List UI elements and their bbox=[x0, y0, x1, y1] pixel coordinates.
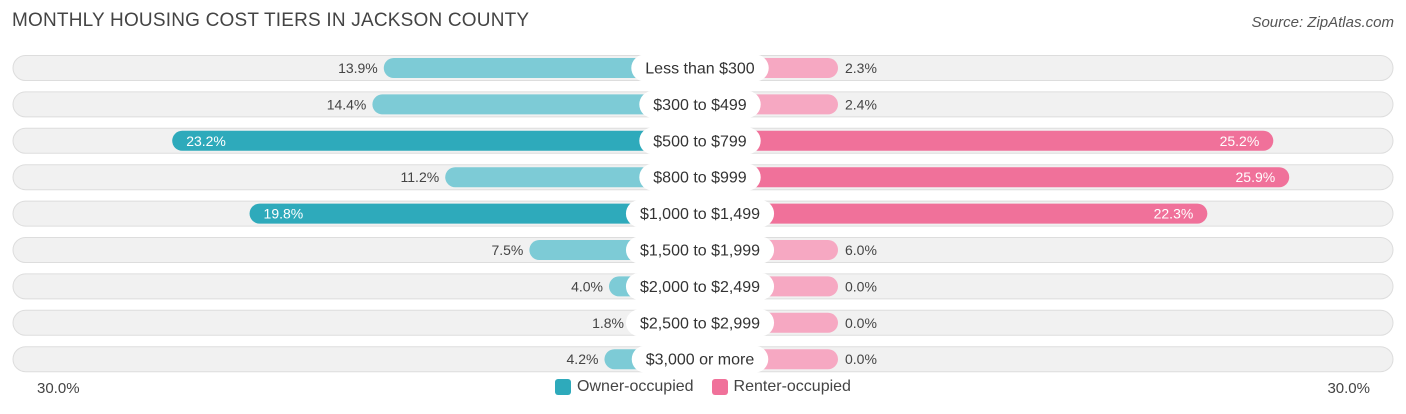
renter-bar bbox=[700, 167, 1290, 188]
chart-title: MONTHLY HOUSING COST TIERS IN JACKSON CO… bbox=[12, 10, 530, 31]
legend-item-owner: Owner-occupied bbox=[555, 378, 694, 396]
category-pill bbox=[639, 163, 761, 191]
renter-value-label: 2.3% bbox=[845, 60, 877, 76]
owner-bar bbox=[445, 167, 700, 188]
category-pill bbox=[639, 90, 761, 118]
owner-value-label: 13.9% bbox=[338, 60, 378, 76]
source-note: Source: ZipAtlas.com bbox=[1251, 14, 1394, 31]
owner-value-label: 11.2% bbox=[401, 169, 440, 185]
owner-value-label: 19.8% bbox=[264, 206, 304, 222]
chart-row: 4.0% 0.0% $2,000 to $2,499 bbox=[12, 272, 1394, 300]
category-pill bbox=[631, 54, 769, 82]
chart-row: 4.2% 0.0% $3,000 or more bbox=[12, 345, 1394, 373]
renter-bar bbox=[700, 203, 1208, 224]
chart-row: 1.8% 0.0% $2,500 to $2,999 bbox=[12, 309, 1394, 337]
renter-value-label: 25.9% bbox=[1236, 169, 1276, 185]
renter-value-label: 0.0% bbox=[845, 351, 877, 367]
owner-value-label: 1.8% bbox=[592, 315, 624, 331]
legend-item-renter: Renter-occupied bbox=[711, 378, 851, 396]
category-pill bbox=[625, 236, 775, 264]
category-label: $300 to $499 bbox=[653, 97, 747, 114]
category-pill bbox=[625, 200, 775, 228]
owner-value-label: 7.5% bbox=[491, 242, 523, 258]
renter-value-label: 22.3% bbox=[1154, 206, 1194, 222]
category-label: $2,000 to $2,499 bbox=[640, 279, 760, 296]
axis-max-label: 30.0% bbox=[1327, 380, 1370, 397]
renter-value-label: 6.0% bbox=[845, 242, 877, 258]
category-label: $3,000 or more bbox=[646, 352, 755, 369]
axis-min-label: 30.0% bbox=[37, 380, 80, 397]
renter-swatch bbox=[711, 379, 728, 395]
category-pill bbox=[625, 309, 775, 337]
legend: Owner-occupied Renter-occupied bbox=[0, 378, 1406, 396]
owner-value-label: 14.4% bbox=[327, 96, 367, 112]
category-label: $1,500 to $1,999 bbox=[640, 243, 760, 260]
owner-value-label: 4.2% bbox=[567, 351, 599, 367]
owner-bar bbox=[383, 58, 700, 78]
chart-row: 11.2% 25.9% $800 to $999 bbox=[12, 163, 1394, 191]
owner-bar bbox=[172, 130, 700, 151]
category-label: $500 to $799 bbox=[653, 133, 747, 150]
owner-bar bbox=[372, 94, 700, 115]
category-label: $1,000 to $1,499 bbox=[640, 206, 760, 223]
owner-bar bbox=[249, 203, 701, 224]
category-pill bbox=[625, 272, 775, 300]
chart-row: 13.9% 2.3% Less than $300 bbox=[12, 54, 1394, 82]
renter-bar bbox=[700, 130, 1274, 151]
renter-value-label: 0.0% bbox=[845, 315, 877, 331]
chart-row: 14.4% 2.4% $300 to $499 bbox=[12, 90, 1394, 118]
chart-row: 23.2% 25.2% $500 to $799 bbox=[12, 127, 1394, 155]
owner-swatch bbox=[555, 379, 572, 395]
legend-renter-label: Renter-occupied bbox=[733, 378, 851, 395]
renter-value-label: 2.4% bbox=[845, 96, 877, 112]
category-pill bbox=[639, 127, 761, 155]
owner-value-label: 23.2% bbox=[186, 133, 226, 149]
category-label: $2,500 to $2,999 bbox=[640, 315, 760, 332]
owner-value-label: 4.0% bbox=[571, 278, 603, 294]
chart-row: 19.8% 22.3% $1,000 to $1,499 bbox=[12, 200, 1394, 228]
chart-row: 7.5% 6.0% $1,500 to $1,999 bbox=[12, 236, 1394, 264]
category-pill bbox=[631, 345, 769, 373]
renter-value-label: 0.0% bbox=[845, 278, 877, 294]
legend-owner-label: Owner-occupied bbox=[577, 378, 694, 395]
category-label: $800 to $999 bbox=[653, 170, 747, 187]
renter-value-label: 25.2% bbox=[1220, 133, 1260, 149]
category-label: Less than $300 bbox=[645, 61, 755, 78]
